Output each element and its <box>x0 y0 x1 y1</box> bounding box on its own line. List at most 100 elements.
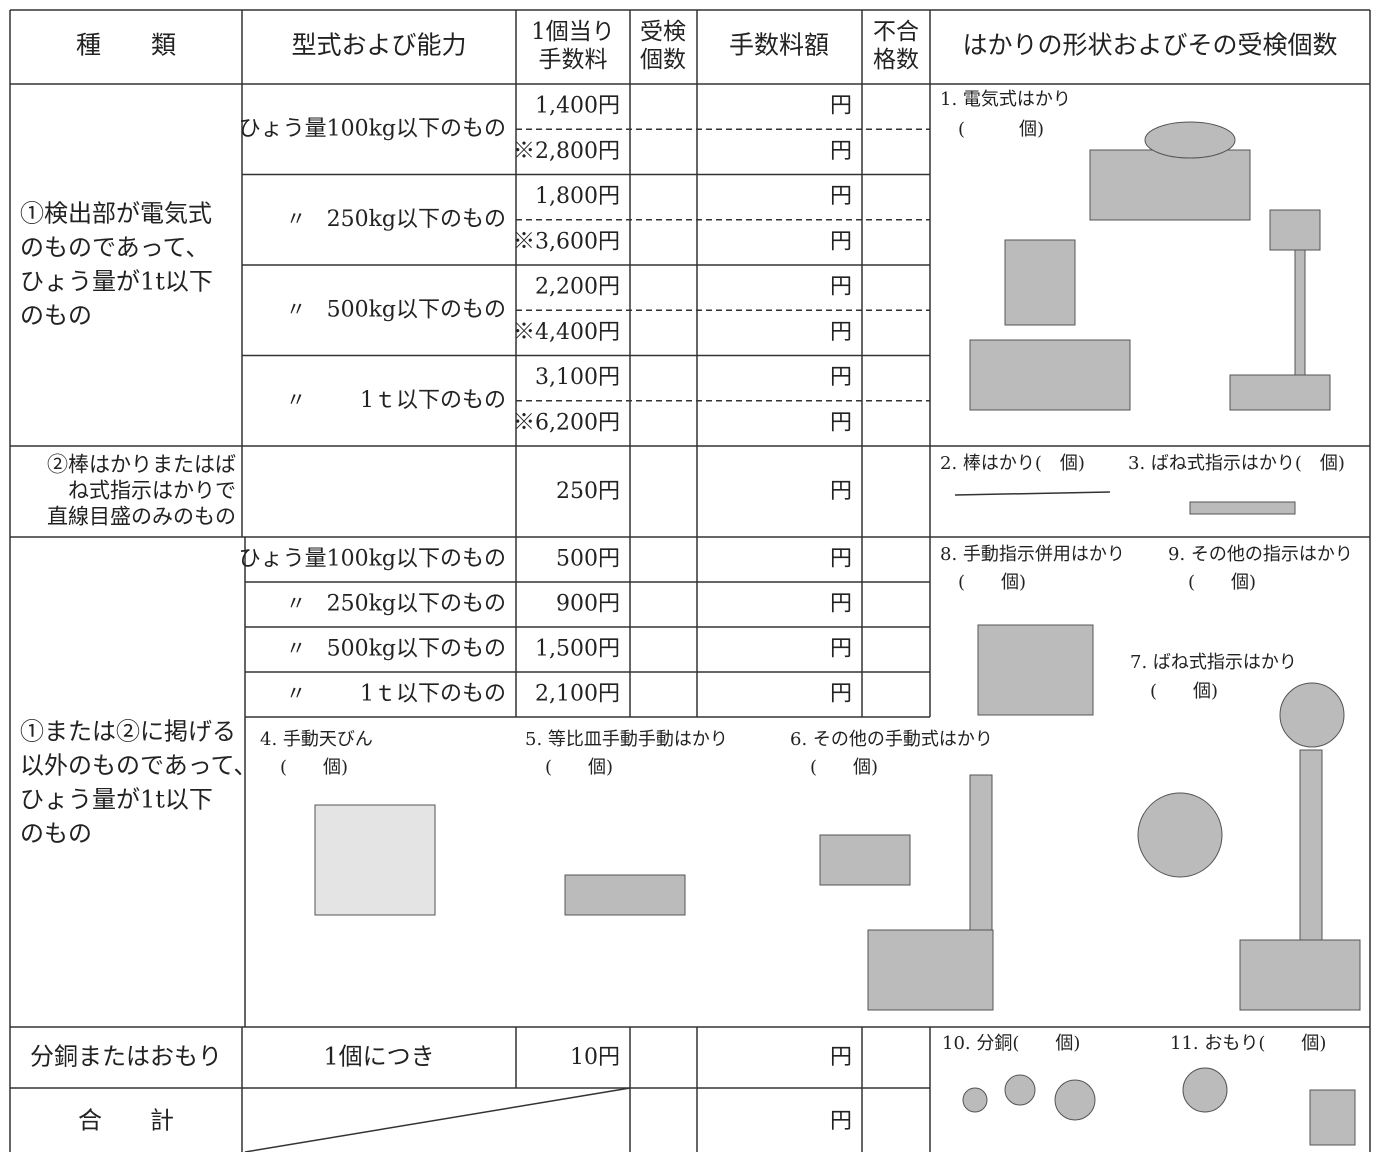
cell-text: 10円 <box>570 1045 620 1070</box>
cell-text: 〃 <box>286 297 306 321</box>
cell-text: 3. ばね式指示はかり( 個) <box>1128 453 1345 474</box>
cell-text: ※2,800円 <box>513 139 620 164</box>
cell-text: 500kg以下のもの <box>327 637 506 662</box>
photo <box>1004 239 1076 326</box>
photo <box>867 929 994 1011</box>
photo <box>1229 374 1331 411</box>
cell-text: ひょう量100kg以下のもの <box>239 547 506 572</box>
photo <box>962 1087 988 1113</box>
cell-text: 円 <box>830 275 852 300</box>
cell-text: 1ｔ以下のもの <box>360 682 506 707</box>
cell-text: 円 <box>830 139 852 164</box>
cell-text: 円 <box>830 592 852 617</box>
photo <box>1089 149 1251 221</box>
cell-text: ②棒はかりまたはば <box>47 453 236 477</box>
cell-text: 6. その他の手動式はかり <box>790 729 993 750</box>
cell-text: 〃 <box>286 636 306 660</box>
photo <box>969 774 993 946</box>
cell-text: 250kg以下のもの <box>327 592 506 617</box>
cell-text: 円 <box>830 1045 852 1070</box>
cell-text: 4. 手動天びん <box>260 729 373 750</box>
cell-text: 2,200円 <box>535 275 620 300</box>
cell-text: 2,100円 <box>535 682 620 707</box>
header-text: はかりの形状およびその受検個数 <box>962 31 1337 60</box>
cell-text: ( 個) <box>1150 681 1218 702</box>
photo <box>1279 682 1345 748</box>
photo <box>1239 939 1361 1011</box>
header-text: 格数 <box>873 47 919 73</box>
cell-text: 1,400円 <box>535 94 620 119</box>
cell-text: 円 <box>830 365 852 390</box>
cell-text: 以外のものであって、 <box>20 752 257 780</box>
cell-text: 〃 <box>286 206 306 230</box>
cell-text: 円 <box>830 94 852 119</box>
header-text: 種 類 <box>76 31 176 60</box>
cell-text: 7. ばね式指示はかり <box>1130 652 1297 673</box>
rule <box>244 1087 631 1152</box>
cell-text: ※6,200円 <box>513 410 620 435</box>
photo <box>969 339 1131 411</box>
cell-text: 円 <box>830 184 852 209</box>
cell-text: 円 <box>830 682 852 707</box>
cell-text: ひょう量100kg以下のもの <box>239 116 506 141</box>
photo <box>1299 749 1323 971</box>
cell-text: 500kg以下のもの <box>327 297 506 322</box>
cell-text: 11. おもり( 個) <box>1170 1033 1326 1054</box>
cell-text: ①検出部が電気式 <box>20 200 212 228</box>
cell-text: 250kg以下のもの <box>327 207 506 232</box>
cell-text: ( 個) <box>1188 572 1256 593</box>
photo <box>314 804 436 916</box>
cell-text: ね式指示はかりで <box>68 479 236 503</box>
cell-text: 9. その他の指示はかり <box>1168 544 1353 565</box>
cell-text: 分銅またはおもり <box>30 1043 222 1071</box>
photo <box>1004 1074 1036 1106</box>
photo <box>1294 249 1306 381</box>
header-text: 型式および能力 <box>291 31 466 60</box>
cell-text: 円 <box>830 229 852 254</box>
cell-text: 合 計 <box>78 1107 174 1135</box>
cell-text: 〃 <box>286 387 306 411</box>
header-text: 個数 <box>640 47 686 73</box>
cell-text: 1,500円 <box>535 637 620 662</box>
cell-text: 1. 電気式はかり <box>940 89 1071 110</box>
cell-text: 円 <box>830 547 852 572</box>
photo <box>564 874 686 916</box>
cell-text: ひょう量が1t以下 <box>20 268 213 296</box>
cell-text: のもの <box>20 302 92 330</box>
cell-text: 5. 等比皿手動手動はかり <box>525 729 728 750</box>
header-text: 手数料 <box>539 47 608 73</box>
cell-text: 2. 棒はかり( 個) <box>940 453 1085 474</box>
cell-text: 〃 <box>286 681 306 705</box>
photo <box>1182 1067 1228 1113</box>
cell-text: 1個につき <box>323 1043 434 1071</box>
header-text: 受検 <box>640 19 686 45</box>
photo <box>1144 121 1236 159</box>
photo <box>1309 1089 1356 1146</box>
cell-text: ひょう量が1t以下 <box>20 786 213 814</box>
cell-text: 10. 分銅( 個) <box>942 1033 1080 1054</box>
cell-text: 円 <box>830 479 852 504</box>
cell-text: 3,100円 <box>535 365 620 390</box>
photo <box>977 624 1094 716</box>
photo <box>819 834 911 886</box>
cell-text: のものであって、 <box>20 234 209 262</box>
cell-text: ( 個) <box>958 572 1026 593</box>
cell-text: 500円 <box>556 547 620 572</box>
cell-text: ( 個) <box>280 757 348 778</box>
header-text: 1個当り <box>531 19 615 45</box>
cell-text: ①または②に掲げる <box>20 718 236 746</box>
cell-text: のもの <box>20 820 92 848</box>
cell-text: 円 <box>830 410 852 435</box>
cell-text: 円 <box>830 1109 852 1134</box>
cell-text: 1,800円 <box>535 184 620 209</box>
cell-text: ※3,600円 <box>513 229 620 254</box>
header-text: 手数料額 <box>729 31 829 60</box>
cell-text: 250円 <box>556 479 620 504</box>
cell-text: 円 <box>830 320 852 345</box>
photo <box>1054 1079 1096 1121</box>
photo <box>1269 209 1321 251</box>
header-text: 不合 <box>873 19 919 45</box>
cell-text: ※4,400円 <box>513 320 620 345</box>
cell-text: 円 <box>830 637 852 662</box>
